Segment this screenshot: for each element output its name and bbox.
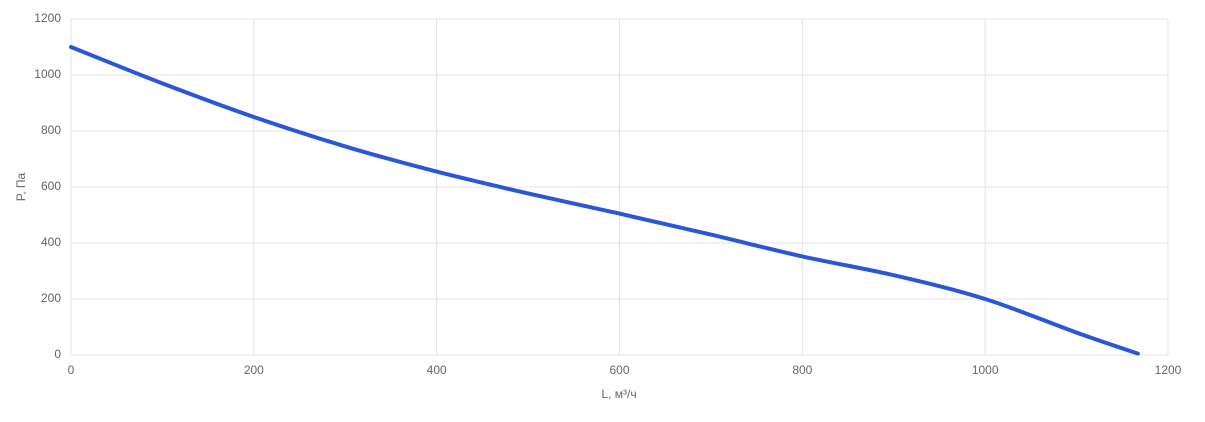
y-tick-label: 200 <box>41 291 61 305</box>
x-axis-label: L, м³/ч <box>601 387 636 401</box>
x-tick-label: 200 <box>244 363 264 377</box>
x-tick-label: 600 <box>609 363 629 377</box>
y-tick-label: 600 <box>41 179 61 193</box>
y-tick-label: 1000 <box>34 67 61 81</box>
y-tick-label: 400 <box>41 235 61 249</box>
y-tick-label: 800 <box>41 123 61 137</box>
x-tick-label: 0 <box>68 363 75 377</box>
y-axis-label: P, Па <box>14 172 28 201</box>
y-tick-label: 0 <box>54 347 61 361</box>
x-tick-label: 1200 <box>1155 363 1182 377</box>
line <box>69 45 1140 356</box>
x-tick-label: 1000 <box>972 363 999 377</box>
y-tick-label: 1200 <box>34 11 61 25</box>
x-tick-label: 800 <box>792 363 812 377</box>
x-tick-label: 400 <box>427 363 447 377</box>
